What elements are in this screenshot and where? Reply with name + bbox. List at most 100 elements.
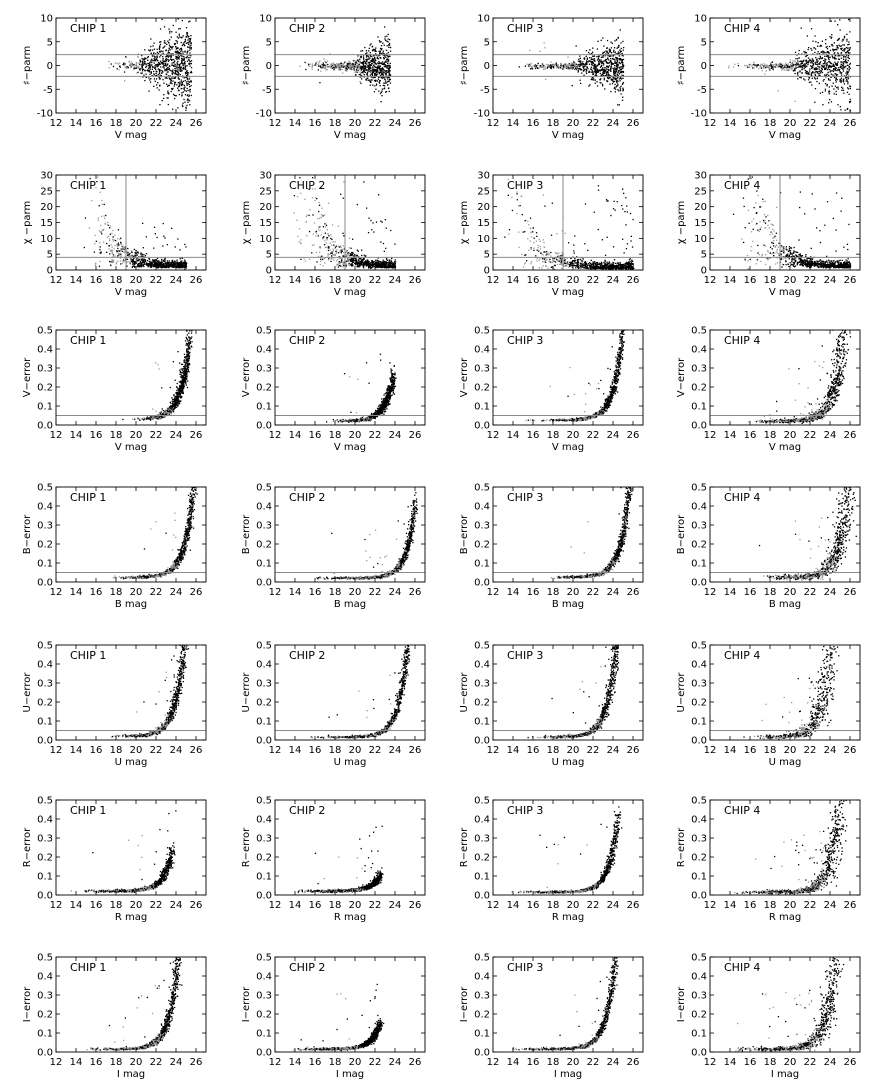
data-point <box>358 260 360 262</box>
data-point <box>174 77 176 79</box>
data-point <box>576 68 579 71</box>
data-point <box>178 73 180 75</box>
data-point <box>299 65 301 67</box>
data-point <box>331 238 333 241</box>
data-point <box>309 63 311 65</box>
data-point <box>365 79 367 81</box>
data-point <box>141 258 143 260</box>
data-point <box>312 233 314 235</box>
data-point <box>179 249 181 251</box>
data-point <box>176 261 179 263</box>
x-tick-label: 18 <box>329 275 342 286</box>
data-point <box>631 259 633 261</box>
data-point <box>188 38 190 40</box>
data-point <box>814 35 816 37</box>
data-point <box>383 69 385 71</box>
data-point <box>111 259 113 262</box>
data-point <box>388 42 391 45</box>
data-point <box>578 68 580 70</box>
data-point <box>163 42 165 44</box>
data-point <box>134 266 136 268</box>
data-point <box>831 85 833 87</box>
data-point <box>836 64 838 67</box>
data-point <box>812 63 814 65</box>
data-point <box>170 80 172 82</box>
data-point <box>781 67 784 69</box>
data-point <box>354 62 357 64</box>
data-point <box>182 35 184 37</box>
data-point <box>352 68 354 70</box>
data-point <box>809 59 811 61</box>
data-point <box>838 67 840 69</box>
data-point <box>841 54 843 56</box>
data-point <box>389 65 391 67</box>
data-point <box>622 67 624 69</box>
data-point <box>345 263 348 265</box>
data-point <box>165 265 167 267</box>
data-point <box>844 59 847 62</box>
data-point <box>622 40 624 43</box>
data-point <box>336 64 338 66</box>
data-point <box>172 46 174 48</box>
data-point <box>328 235 330 237</box>
data-point <box>164 266 166 269</box>
data-point <box>155 70 157 72</box>
data-point <box>781 69 783 71</box>
data-point <box>379 65 381 67</box>
data-point <box>607 55 609 57</box>
data-point <box>186 72 188 74</box>
data-point <box>185 76 187 78</box>
data-point <box>181 19 183 22</box>
data-point <box>591 61 594 63</box>
data-point <box>370 73 372 75</box>
data-point <box>585 71 587 73</box>
data-point <box>153 262 155 264</box>
data-point <box>165 56 167 58</box>
data-point <box>748 64 750 66</box>
data-point <box>785 67 788 70</box>
data-point <box>617 67 619 69</box>
data-point <box>608 65 610 67</box>
data-point <box>156 55 158 57</box>
data-point <box>149 265 151 268</box>
data-point <box>387 71 389 73</box>
data-point <box>338 246 341 248</box>
data-point <box>381 262 383 264</box>
x-tick-label: 24 <box>389 275 402 286</box>
data-point <box>381 73 383 75</box>
data-point <box>556 66 558 68</box>
data-point <box>797 62 799 64</box>
data-point <box>560 267 563 269</box>
data-point <box>349 260 351 262</box>
data-point <box>141 253 143 255</box>
data-point <box>333 244 335 246</box>
data-point <box>175 46 177 48</box>
data-point <box>819 45 821 47</box>
data-point <box>381 90 383 92</box>
x-tick-label: 26 <box>409 118 422 129</box>
data-point <box>176 42 178 44</box>
data-point <box>820 69 822 72</box>
data-point <box>369 52 371 54</box>
data-point <box>832 65 834 67</box>
data-point <box>368 63 370 65</box>
data-point <box>179 53 181 55</box>
data-point <box>343 264 345 267</box>
data-point <box>131 266 133 268</box>
data-point <box>165 42 167 44</box>
data-point <box>795 58 797 60</box>
data-point <box>162 62 165 64</box>
data-point <box>362 55 365 57</box>
data-point <box>370 266 372 269</box>
data-point <box>323 65 325 67</box>
data-point <box>815 41 817 43</box>
data-point <box>334 246 337 248</box>
data-point <box>590 57 593 59</box>
data-point <box>322 215 324 217</box>
data-point <box>618 104 620 106</box>
data-point <box>190 44 192 46</box>
data-point <box>544 47 546 49</box>
data-point <box>363 254 365 256</box>
data-point <box>810 62 812 64</box>
data-point <box>310 172 311 173</box>
